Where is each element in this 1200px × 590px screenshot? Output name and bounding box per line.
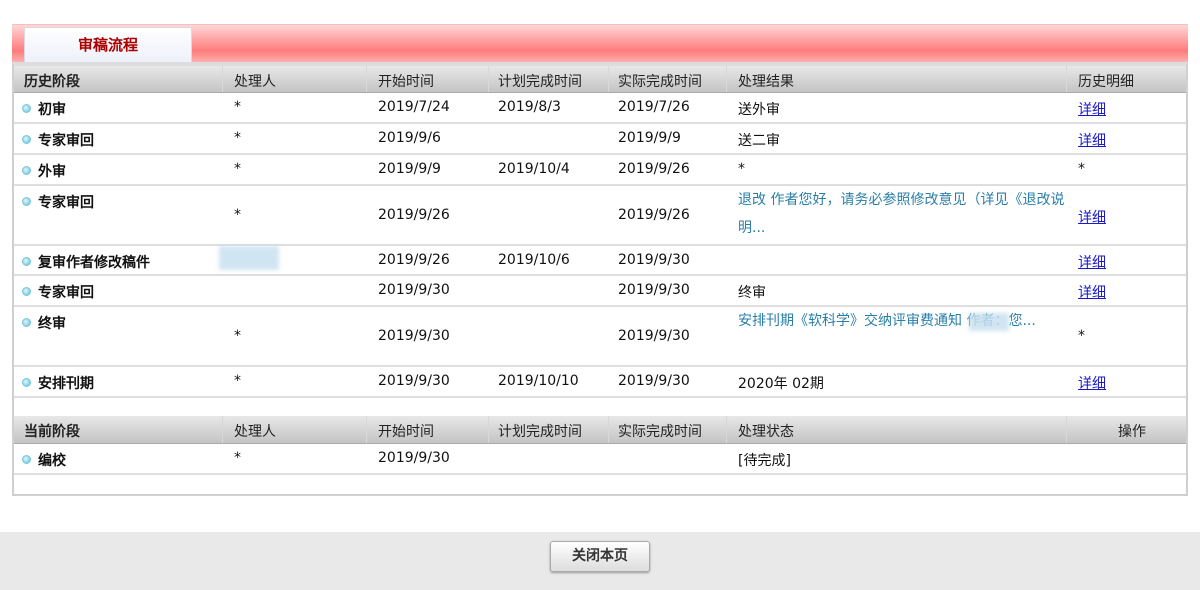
- column-header: 计划完成时间: [498, 74, 582, 90]
- handler-cell: *: [234, 207, 241, 223]
- detail-link: *: [1078, 328, 1085, 344]
- column-header: 历史明细: [1078, 74, 1134, 90]
- bullet-icon: [22, 378, 31, 387]
- column-header: 操作: [1118, 424, 1146, 440]
- actual-cell: 2019/9/9: [618, 130, 681, 146]
- actual-cell: 2019/9/26: [618, 207, 690, 223]
- start-cell: 2019/9/30: [378, 373, 450, 389]
- column-header: 开始时间: [378, 74, 434, 90]
- result-cell: 送二审: [738, 133, 780, 149]
- handler-cell: *: [234, 161, 241, 177]
- column-header: 历史阶段: [24, 74, 80, 90]
- detail-link[interactable]: 详细: [1078, 133, 1106, 149]
- detail-link: *: [1078, 161, 1085, 177]
- actual-cell: 2019/9/30: [618, 282, 690, 298]
- column-header: 实际完成时间: [618, 74, 702, 90]
- stage-cell: 初审: [38, 102, 66, 118]
- tab-review-process[interactable]: 审稿流程: [24, 27, 192, 63]
- stage-cell: 专家审回: [38, 285, 94, 301]
- actual-cell: 2019/9/30: [618, 373, 690, 389]
- start-cell: 2019/9/9: [378, 161, 441, 177]
- table-row: 终审 * 2019/9/30 2019/9/30 安排刊期《软科学》交纳评审费通知 作者…: [14, 307, 1186, 367]
- redaction: [969, 313, 1009, 331]
- table-row: 复审作者修改稿件 2019/9/26 2019/10/6 2019/9/30 详细: [14, 246, 1186, 276]
- handler-cell: *: [234, 130, 241, 146]
- close-page-button[interactable]: 关闭本页: [550, 541, 650, 572]
- column-header: 计划完成时间: [498, 424, 582, 440]
- actual-cell: 2019/9/30: [618, 328, 690, 344]
- actual-cell: 2019/9/26: [618, 161, 690, 177]
- table-row: 专家审回 * 2019/9/6 2019/9/9 送二审 详细: [14, 124, 1186, 155]
- table-row: 编校 * 2019/9/30 [待完成]: [14, 444, 1186, 475]
- bullet-icon: [22, 197, 31, 206]
- bullet-icon: [22, 104, 31, 113]
- start-cell: 2019/9/30: [378, 328, 450, 344]
- plan-cell: 2019/10/4: [498, 161, 570, 177]
- table-row: 专家审回 2019/9/30 2019/9/30 终审 详细: [14, 276, 1186, 307]
- start-cell: 2019/9/26: [378, 252, 450, 268]
- redaction: [219, 246, 279, 270]
- handler-cell: *: [234, 328, 241, 344]
- stage-cell: 专家审回: [38, 195, 94, 211]
- bullet-icon: [22, 166, 31, 175]
- handler-cell: *: [234, 373, 241, 389]
- actual-cell: 2019/7/26: [618, 99, 690, 115]
- detail-link[interactable]: 详细: [1078, 255, 1106, 271]
- bullet-icon: [22, 135, 31, 144]
- result-cell: 终审: [738, 285, 766, 301]
- handler-cell: *: [234, 99, 241, 115]
- bullet-icon: [22, 287, 31, 296]
- column-header: 处理人: [234, 424, 276, 440]
- detail-link[interactable]: 详细: [1078, 376, 1106, 392]
- table-row: 安排刊期 * 2019/9/30 2019/10/10 2019/9/30 2020年 0…: [14, 367, 1186, 398]
- plan-cell: 2019/10/6: [498, 252, 570, 268]
- result-cell: 2020年 02期: [738, 376, 824, 392]
- table-row: 专家审回 * 2019/9/26 2019/9/26 退改 作者您好，请务必参照修改意见…: [14, 186, 1186, 246]
- start-cell: 2019/9/26: [378, 207, 450, 223]
- table-row: 初审 * 2019/7/24 2019/8/3 2019/7/26 送外审 详细: [14, 93, 1186, 124]
- column-header: 处理状态: [738, 424, 794, 440]
- stage-cell: 安排刊期: [38, 376, 94, 392]
- status-cell: [待完成]: [738, 453, 791, 469]
- actual-cell: 2019/9/30: [618, 252, 690, 268]
- start-cell: 2019/7/24: [378, 99, 450, 115]
- table-header: 历史阶段 处理人 开始时间 计划完成时间 实际完成时间 处理结果 历史明细: [14, 66, 1186, 93]
- plan-cell: 2019/8/3: [498, 99, 561, 115]
- review-process-panel: 历史阶段 处理人 开始时间 计划完成时间 实际完成时间 处理结果 历史明细 初审 * 2019/7…: [12, 62, 1188, 496]
- start-cell: 2019/9/30: [378, 450, 450, 466]
- result-cell: 退改 作者您好，请务必参照修改意见（详见《退改说明...: [738, 192, 1065, 236]
- stage-cell: 编校: [38, 453, 66, 469]
- start-cell: 2019/9/30: [378, 282, 450, 298]
- result-cell: *: [738, 161, 745, 177]
- column-header: 开始时间: [378, 424, 434, 440]
- bullet-icon: [22, 318, 31, 327]
- result-cell: 送外审: [738, 102, 780, 118]
- stage-cell: 外审: [38, 164, 66, 180]
- tab-bar: 审稿流程: [12, 24, 1188, 63]
- table-row: 外审 * 2019/9/9 2019/10/4 2019/9/26 * *: [14, 155, 1186, 186]
- plan-cell: 2019/10/10: [498, 373, 579, 389]
- bullet-icon: [22, 257, 31, 266]
- column-header: 实际完成时间: [618, 424, 702, 440]
- stage-cell: 复审作者修改稿件: [38, 255, 150, 271]
- result-cell: 安排刊期《软科学》交纳评审费通知 作者：您...: [738, 313, 1036, 329]
- column-header: 处理人: [234, 74, 276, 90]
- table-header: 当前阶段 处理人 开始时间 计划完成时间 实际完成时间 处理状态 操作: [14, 416, 1186, 444]
- column-header: 当前阶段: [24, 424, 80, 440]
- detail-link[interactable]: 详细: [1078, 210, 1106, 226]
- stage-cell: 终审: [38, 316, 66, 332]
- stage-cell: 专家审回: [38, 133, 94, 149]
- column-header: 处理结果: [738, 74, 794, 90]
- bullet-icon: [22, 455, 31, 464]
- start-cell: 2019/9/6: [378, 130, 441, 146]
- handler-cell: *: [234, 450, 241, 466]
- detail-link[interactable]: 详细: [1078, 102, 1106, 118]
- detail-link[interactable]: 详细: [1078, 285, 1106, 301]
